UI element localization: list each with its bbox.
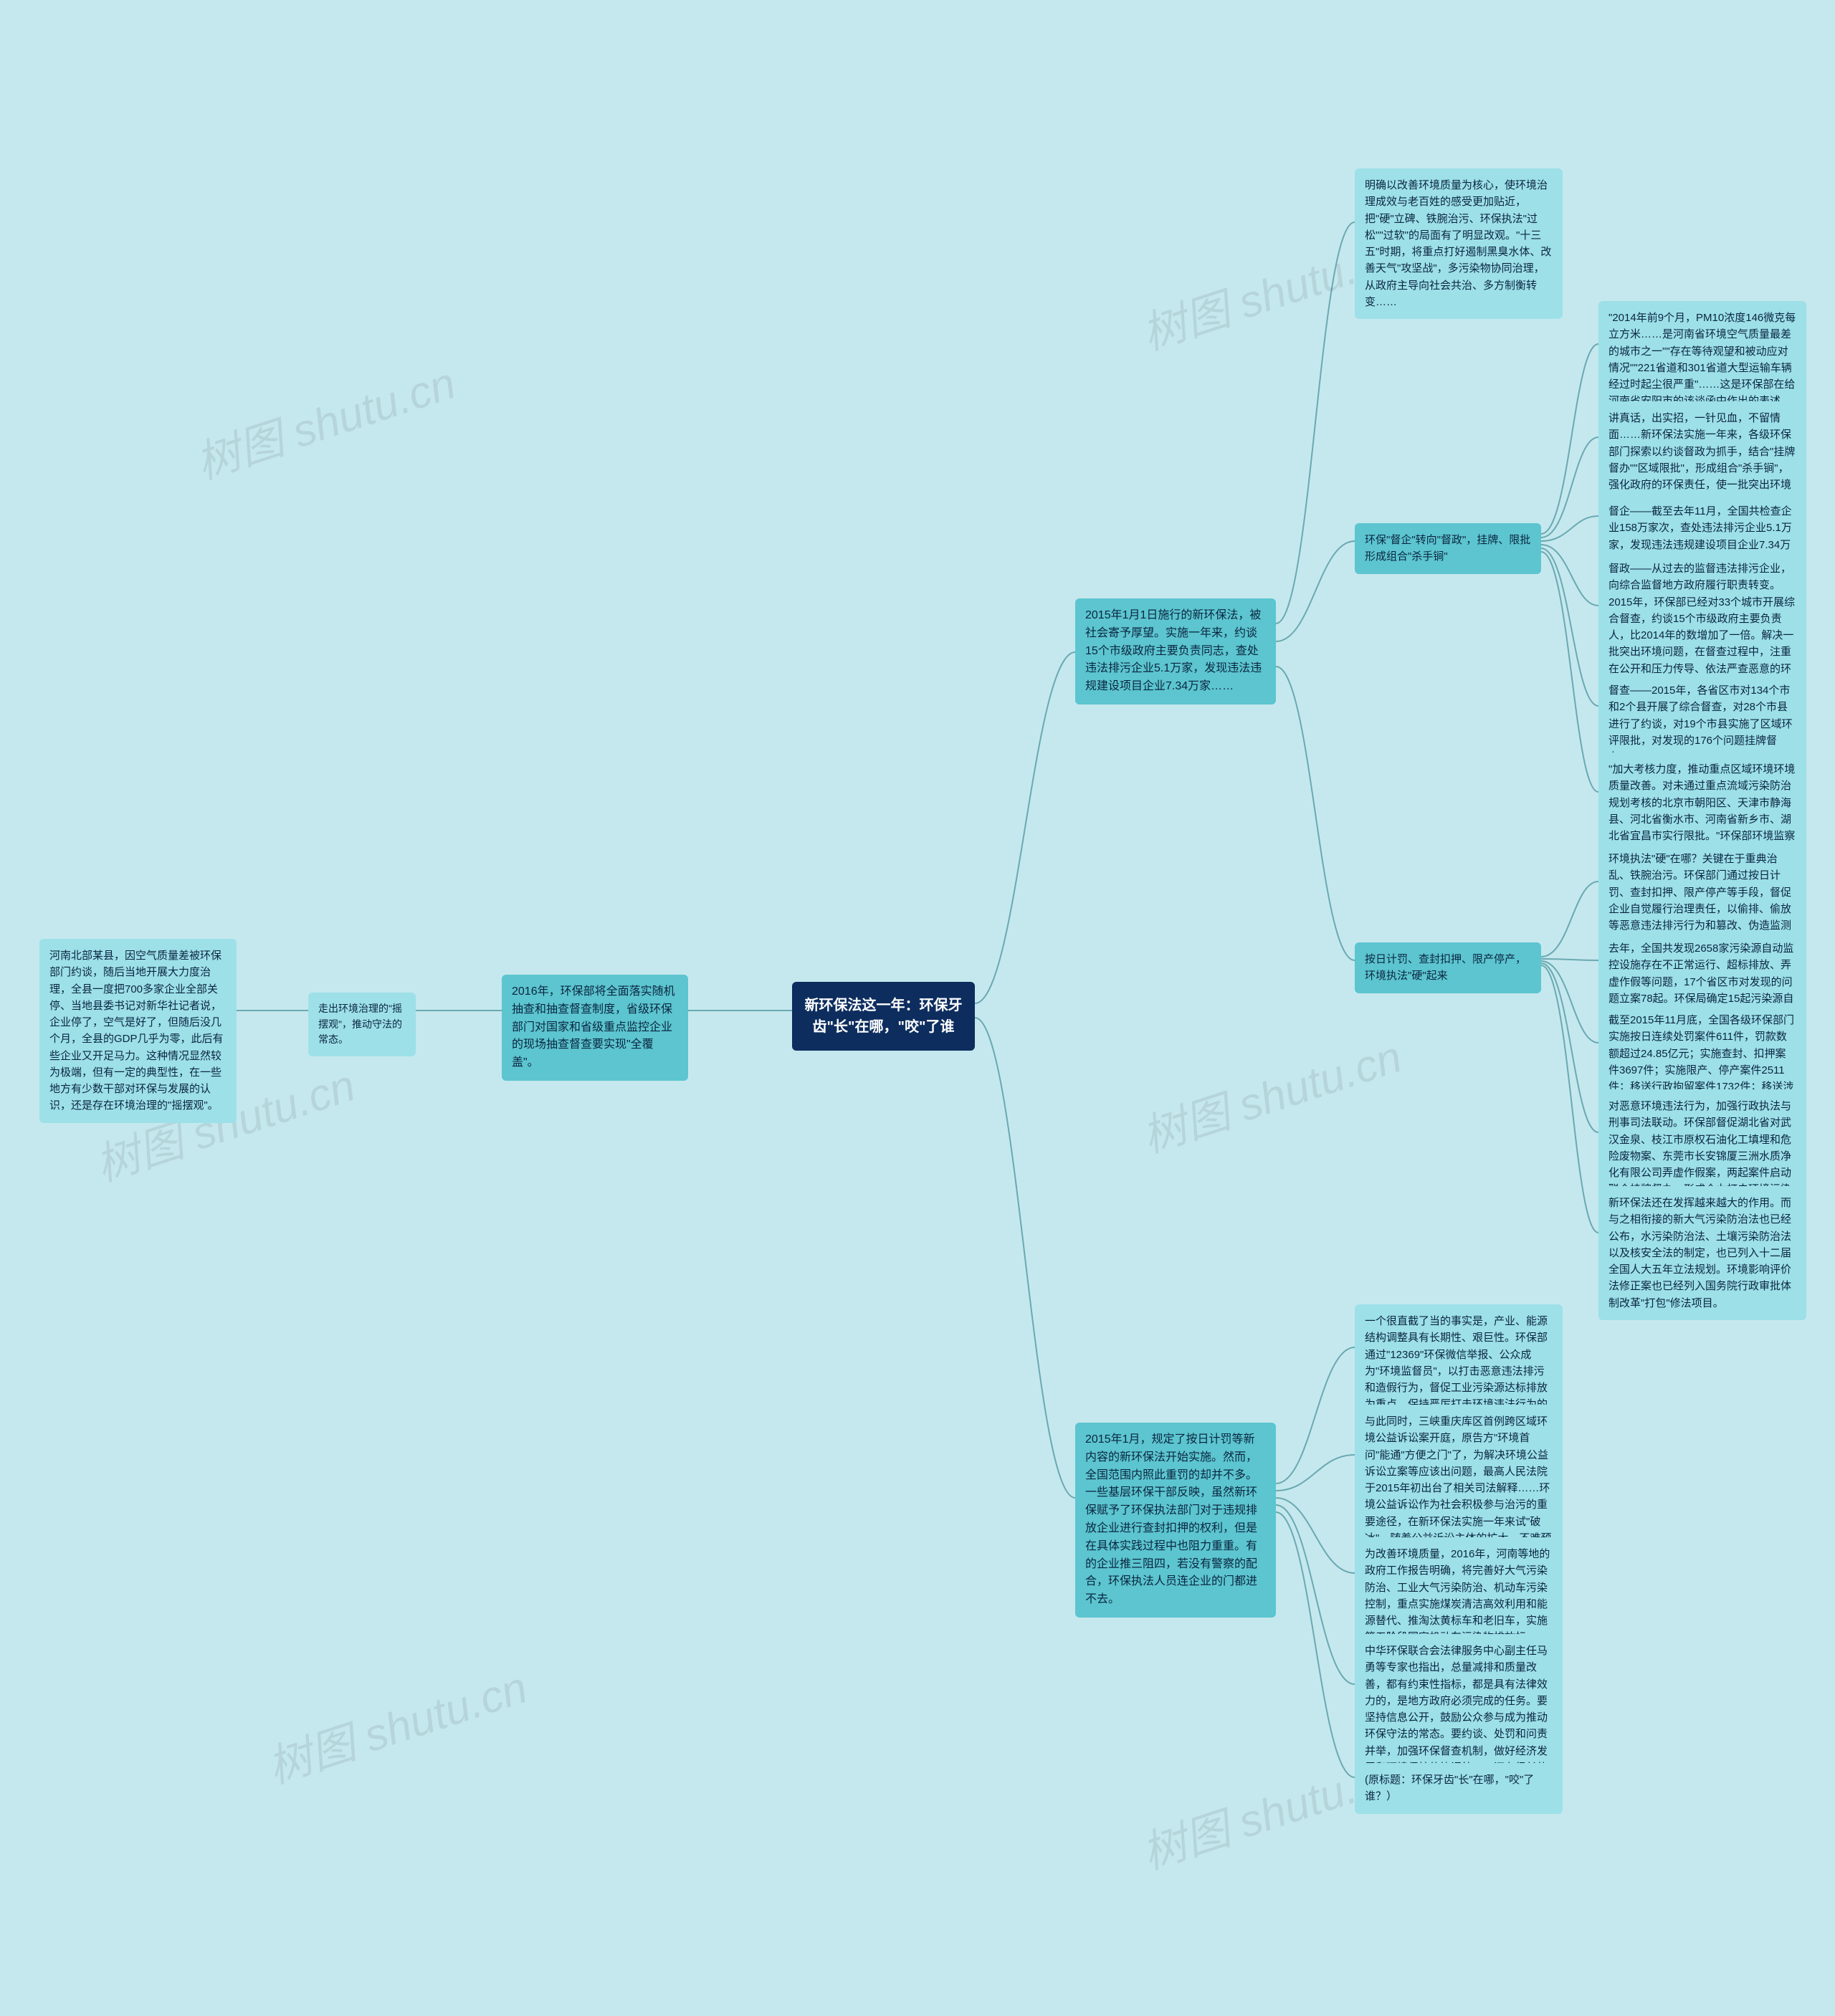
r1-node[interactable]: 2015年1月1日施行的新环保法，被社会寄予厚望。实施一年来，约谈15个市级政府… [1075,598,1276,704]
root-node[interactable]: 新环保法这一年：环保牙齿"长"在哪，"咬"了谁 [792,982,975,1051]
r2-node[interactable]: 2015年1月，规定了按日计罚等新内容的新环保法开始实施。然而，全国范围内照此重… [1075,1423,1276,1618]
watermark: 树图 shutu.cn [186,347,462,492]
r1-c2-l1[interactable]: "2014年前9个月，PM10浓度146微克每立方米……是河南省环境空气质量最差… [1598,301,1806,419]
r1-c3[interactable]: 按日计罚、查封扣押、限产停产，环境执法"硬"起来 [1355,942,1541,993]
left-mid-node[interactable]: 走出环境治理的"摇摆观"，推动守法的常态。 [308,993,416,1056]
r1-c2[interactable]: 环保"督企"转向"督政"，挂牌、限批形成组合"杀手锏" [1355,523,1541,574]
watermark: 树图 shutu.cn [1133,1021,1409,1165]
r2-c5[interactable]: (原标题：环保牙齿"长"在哪，"咬"了谁？） [1355,1763,1563,1814]
watermark: 树图 shutu.cn [258,1651,534,1796]
left-near-node[interactable]: 2016年，环保部将全面落实随机抽查和抽查督查制度，省级环保部门对国家和省级重点… [502,975,688,1081]
r1-c1[interactable]: 明确以改善环境质量为核心，使环境治理成效与老百姓的感受更加贴近，把"硬"立碑、铁… [1355,168,1563,319]
left-far-node[interactable]: 河南北部某县，因空气质量差被环保部门约谈，随后当地开展大力度治理，全县一度把70… [39,939,237,1123]
r1-c3-l5[interactable]: 新环保法还在发挥越来越大的作用。而与之相衔接的新大气污染防治法也已经公布，水污染… [1598,1186,1806,1320]
